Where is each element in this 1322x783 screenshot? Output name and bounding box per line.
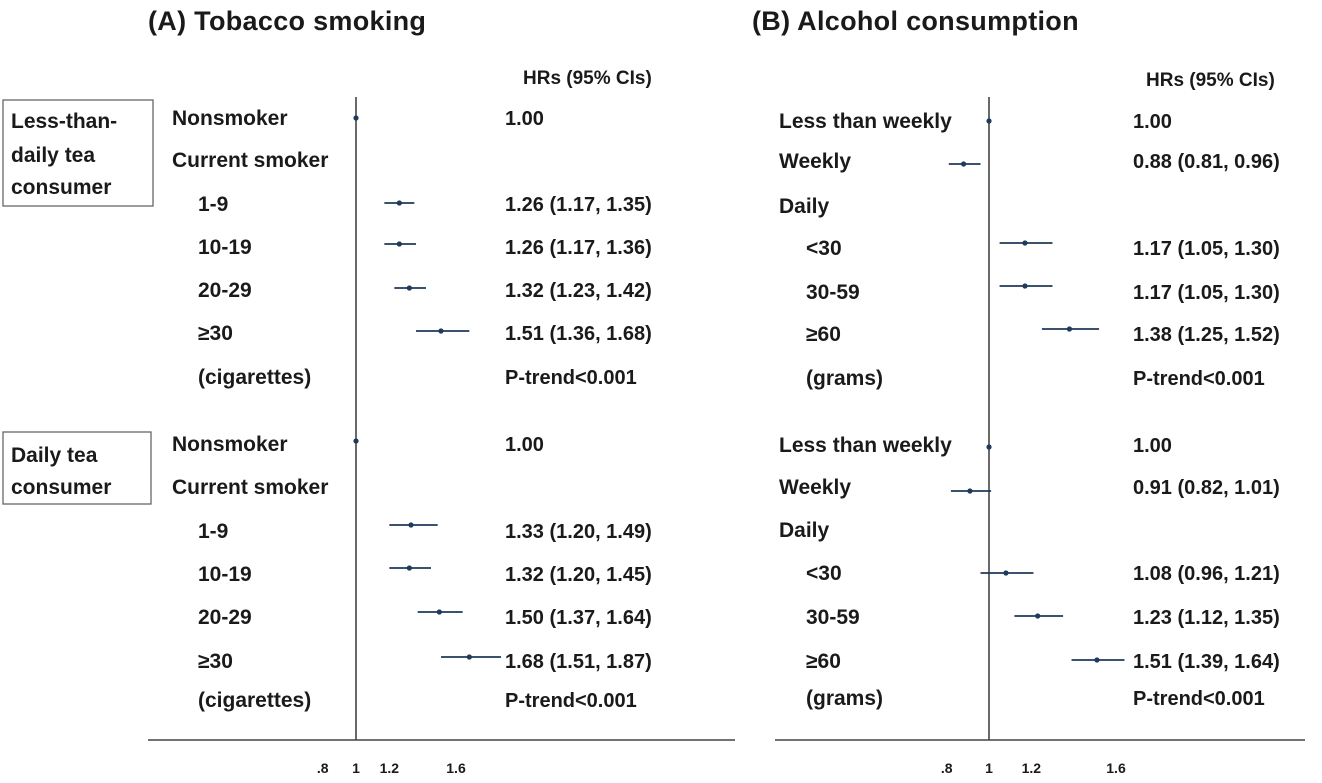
panel-0-group-0-label: daily tea	[11, 144, 95, 167]
panel-1-hr-value: 1.17 (1.05, 1.30)	[1133, 238, 1280, 260]
panel-0-group-1-label: Daily tea	[11, 444, 98, 467]
panel-1-row-label: 30-59	[806, 606, 860, 629]
panel-1-row-label: (grams)	[806, 687, 883, 710]
panel-0-tick-label: 1.2	[380, 760, 400, 776]
panel-1-row-label: Daily	[779, 195, 830, 218]
panel-1-hr-value: P-trend<0.001	[1133, 688, 1265, 710]
panel-1-hr-value: 1.51 (1.39, 1.64)	[1133, 651, 1280, 673]
panel-1-hr-marker	[986, 118, 992, 124]
panel-1-hr-value: 1.08 (0.96, 1.21)	[1133, 563, 1280, 585]
panel-0-tick-label: 1.6	[446, 760, 466, 776]
panel-0-row-label: Nonsmoker	[172, 107, 288, 130]
panel-1-row-label: Less than weekly	[779, 434, 952, 457]
panel-1-hr-marker	[961, 161, 967, 167]
panel-1-hr-value: 0.91 (0.82, 1.01)	[1133, 477, 1280, 499]
panel-0-tick-label: 1	[352, 760, 360, 776]
panel-0-group-1-label: consumer	[11, 476, 111, 499]
panel-1-hr-marker	[1003, 570, 1009, 576]
panel-1-hr-marker	[986, 444, 992, 450]
panel-1-hr-marker	[1022, 283, 1028, 289]
panel-0-row-label: (cigarettes)	[198, 366, 311, 389]
panel-1-tick-label: .8	[941, 760, 953, 776]
panel-0-row-label: 20-29	[198, 606, 252, 629]
panel-1-row-label: Weekly	[779, 150, 851, 173]
panel-0-hr-marker	[406, 285, 412, 291]
panel-0-hr-marker	[353, 438, 359, 444]
panel-0-hr-marker	[466, 654, 472, 660]
panel-0-hr-value: 1.32 (1.20, 1.45)	[505, 564, 652, 586]
panel-0-row-label: 10-19	[198, 563, 252, 586]
panel-1-hr-header: HRs (95% CIs)	[1146, 70, 1275, 91]
panel-0-hr-value: P-trend<0.001	[505, 690, 637, 712]
panel-0-group-1-box	[2, 431, 152, 505]
panel-0-group-0-box	[2, 99, 154, 207]
panel-1-row-label: (grams)	[806, 367, 883, 390]
panel-0-hr-value: P-trend<0.001	[505, 367, 637, 389]
panel-0-row-label: Current smoker	[172, 476, 328, 499]
panel-1-hr-value: 1.00	[1133, 435, 1172, 457]
panel-0-row-label: (cigarettes)	[198, 689, 311, 712]
panel-0-row-label: ≥30	[198, 650, 233, 673]
panel-1-row-label: Less than weekly	[779, 110, 952, 133]
panel-1-hr-marker	[1035, 613, 1041, 619]
panel-0-title: (A) Tobacco smoking	[148, 6, 426, 36]
panel-0-row-label: Nonsmoker	[172, 433, 288, 456]
panel-1-hr-marker	[1066, 326, 1073, 332]
panel-0-hr-marker	[353, 115, 359, 121]
panel-1-hr-value: 0.88 (0.81, 0.96)	[1133, 151, 1280, 173]
panel-1-tick-label: 1.2	[1022, 760, 1042, 776]
panel-0-hr-value: 1.33 (1.20, 1.49)	[505, 521, 652, 543]
panel-1-tick-label: 1	[985, 760, 993, 776]
panel-0-group-0-label: Less-than-	[11, 110, 117, 133]
panel-0-row-label: 10-19	[198, 236, 252, 259]
panel-1-hr-marker	[1022, 240, 1028, 246]
panel-1-row-label: 30-59	[806, 281, 860, 304]
panel-1-row-label: ≥60	[806, 323, 841, 346]
panel-1-row-label: <30	[806, 562, 842, 585]
panel-1-hr-value: 1.00	[1133, 111, 1172, 133]
panel-0-hr-marker	[438, 328, 444, 334]
panel-0-hr-marker	[408, 522, 414, 528]
panel-1-hr-marker	[967, 488, 973, 494]
panel-0-row-label: 1-9	[198, 520, 228, 543]
panel-0-row-label: 1-9	[198, 193, 228, 216]
panel-0-row-label: ≥30	[198, 322, 233, 345]
panel-0-hr-value: 1.50 (1.37, 1.64)	[505, 607, 652, 629]
panel-1-row-label: Daily	[779, 519, 830, 542]
panel-1-title: (B) Alcohol consumption	[752, 6, 1079, 36]
panel-0-row-label: Current smoker	[172, 149, 328, 172]
panel-1-hr-value: 1.23 (1.12, 1.35)	[1133, 607, 1280, 629]
panel-1-tick-label: 1.6	[1106, 760, 1126, 776]
panel-1-hr-value: 1.38 (1.25, 1.52)	[1133, 324, 1280, 346]
panel-0-hr-value: 1.00	[505, 434, 544, 456]
panel-0-hr-value: 1.00	[505, 108, 544, 130]
panel-0-hr-value: 1.68 (1.51, 1.87)	[505, 651, 652, 673]
panel-0-hr-marker	[436, 609, 442, 615]
panel-1-hr-value: 1.17 (1.05, 1.30)	[1133, 282, 1280, 304]
panel-0-row-label: 20-29	[198, 279, 252, 302]
panel-1-row-label: ≥60	[806, 650, 841, 673]
panel-0-hr-header: HRs (95% CIs)	[523, 68, 652, 89]
panel-0-hr-value: 1.32 (1.23, 1.42)	[505, 280, 652, 302]
panel-0-hr-marker	[396, 200, 402, 206]
panel-1-hr-value: P-trend<0.001	[1133, 368, 1265, 390]
panel-0-hr-value: 1.26 (1.17, 1.36)	[505, 237, 652, 259]
panel-0-hr-marker	[396, 241, 402, 247]
panel-0-hr-value: 1.26 (1.17, 1.35)	[505, 194, 652, 216]
panel-1-row-label: Weekly	[779, 476, 851, 499]
panel-0-tick-label: .8	[317, 760, 329, 776]
panel-0-hr-marker	[406, 565, 412, 571]
panel-0-hr-value: 1.51 (1.36, 1.68)	[505, 323, 652, 345]
panel-1-hr-marker	[1094, 657, 1100, 663]
panel-1-row-label: <30	[806, 237, 842, 260]
panel-0-group-0-label: consumer	[11, 176, 111, 199]
